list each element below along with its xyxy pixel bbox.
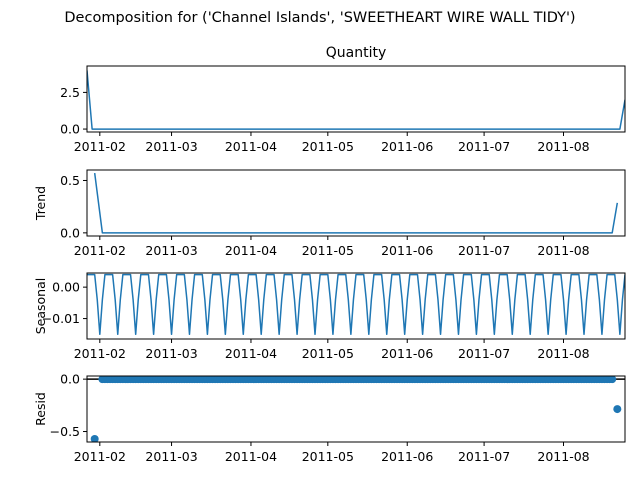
observed-xtick-label: 2011-06 [381, 139, 433, 154]
panel-resid: 0.0 −0.5 2011-02 2011-03 2011-04 2011-05 2011-… [33, 372, 626, 464]
trend-xtick-label: 2011-07 [458, 243, 510, 258]
trend-ytick-label: 0.5 [60, 173, 80, 188]
resid-xtick-label: 2011-08 [537, 449, 589, 464]
trend-xtick-label: 2011-04 [225, 243, 277, 258]
resid-point [608, 376, 617, 384]
trend-xtick-label: 2011-03 [145, 243, 197, 258]
observed-series-line [87, 70, 625, 130]
seasonal-xtick-label: 2011-04 [225, 346, 277, 361]
trend-xtick-label: 2011-02 [74, 243, 126, 258]
observed-xtick-label: 2011-05 [302, 139, 354, 154]
panel-observed: 0.0 2.5 2011-02 2011-03 2011-04 2011-05 2011-0… [60, 45, 626, 154]
resid-ytick-label: −0.5 [50, 424, 80, 439]
resid-xtick-label: 2011-06 [381, 449, 433, 464]
panels-container: 0.0 2.5 2011-02 2011-03 2011-04 2011-05 2011-0… [33, 45, 626, 464]
resid-outlier-point [613, 405, 622, 414]
observed-xtick-label: 2011-04 [225, 139, 277, 154]
resid-xtick-label: 2011-03 [145, 449, 197, 464]
resid-xtick-label: 2011-05 [302, 449, 354, 464]
seasonal-ytick-label: −0.01 [42, 311, 80, 326]
observed-xtick-label: 2011-08 [537, 139, 589, 154]
seasonal-xtick-label: 2011-05 [302, 346, 354, 361]
resid-ylabel: Resid [33, 392, 48, 426]
seasonal-xtick-label: 2011-02 [74, 346, 126, 361]
trend-xtick-label: 2011-08 [537, 243, 589, 258]
trend-xtick-label: 2011-05 [302, 243, 354, 258]
seasonal-axes-frame [86, 272, 626, 340]
resid-xtick-label: 2011-04 [225, 449, 277, 464]
observed-axes-frame [86, 65, 626, 133]
trend-ylabel: Trend [33, 186, 48, 221]
observed-plot-area [87, 70, 625, 130]
resid-ytick-label: 0.0 [60, 372, 80, 387]
seasonal-xtick-label: 2011-03 [145, 346, 197, 361]
observed-ytick-label: 2.5 [60, 85, 80, 100]
observed-xtick-label: 2011-07 [458, 139, 510, 154]
observed-xtick-label: 2011-03 [145, 139, 197, 154]
seasonal-ytick-label: 0.00 [52, 280, 80, 295]
seasonal-xtick-label: 2011-06 [381, 346, 433, 361]
seasonal-plot-area [87, 273, 625, 336]
trend-xtick-label: 2011-06 [381, 243, 433, 258]
seasonal-xtick-label: 2011-08 [537, 346, 589, 361]
seasonal-series-line [87, 273, 625, 336]
seasonal-xtick-label: 2011-07 [458, 346, 510, 361]
panel-trend: 0.0 0.5 2011-02 2011-03 2011-04 2011-05 2011-0… [33, 169, 626, 258]
figure-title: Decomposition for ('Channel Islands', 'S… [64, 10, 575, 26]
resid-plot-area [87, 376, 625, 442]
trend-series-line [93, 172, 619, 234]
seasonal-ylabel: Seasonal [33, 278, 48, 335]
trend-plot-area [93, 172, 619, 234]
observed-ytick-label: 0.0 [60, 122, 80, 137]
resid-xtick-label: 2011-02 [74, 449, 126, 464]
trend-axes-frame [86, 169, 626, 237]
observed-panel-title: Quantity [326, 45, 387, 61]
trend-ytick-label: 0.0 [60, 225, 80, 240]
observed-xtick-label: 2011-02 [74, 139, 126, 154]
resid-xtick-label: 2011-07 [458, 449, 510, 464]
panel-seasonal: 0.00 −0.01 2011-02 2011-03 2011-04 2011-05 201… [33, 272, 626, 361]
resid-axes-frame [86, 375, 626, 443]
resid-outlier-point [90, 434, 99, 442]
